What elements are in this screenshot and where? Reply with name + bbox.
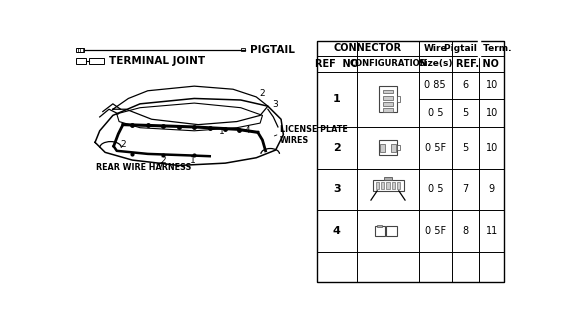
Text: 11: 11 <box>486 226 498 236</box>
Bar <box>384 177 392 180</box>
Bar <box>397 182 400 189</box>
Text: 3: 3 <box>333 184 341 194</box>
Bar <box>373 180 404 191</box>
Bar <box>383 96 393 100</box>
Text: 10: 10 <box>486 80 498 90</box>
Bar <box>383 90 393 93</box>
Bar <box>392 182 395 189</box>
Text: 4: 4 <box>333 226 341 236</box>
Text: Pigtail  Term.: Pigtail Term. <box>444 44 511 53</box>
Bar <box>241 48 246 52</box>
Text: 2: 2 <box>120 140 126 149</box>
Text: 8: 8 <box>463 226 469 236</box>
Bar <box>381 182 384 189</box>
Bar <box>397 145 400 150</box>
Bar <box>76 48 84 52</box>
Bar <box>89 58 105 64</box>
Text: 5: 5 <box>463 108 469 118</box>
Text: CONNECTOR: CONNECTOR <box>334 44 402 53</box>
Text: 9: 9 <box>489 184 495 194</box>
Text: 2: 2 <box>260 89 265 98</box>
Text: Wire: Wire <box>423 44 447 53</box>
Bar <box>383 108 393 112</box>
Bar <box>379 86 397 112</box>
Bar <box>387 226 397 236</box>
Text: REAR WIRE HARNESS: REAR WIRE HARNESS <box>96 163 192 172</box>
Text: 7: 7 <box>463 184 469 194</box>
Text: 3: 3 <box>273 100 279 109</box>
Text: 10: 10 <box>486 108 498 118</box>
Text: 2: 2 <box>333 143 341 153</box>
Text: 0 5: 0 5 <box>428 108 443 118</box>
Text: 0 5F: 0 5F <box>425 143 446 153</box>
Bar <box>375 182 379 189</box>
Text: 0 85: 0 85 <box>424 80 446 90</box>
Text: 0 5: 0 5 <box>428 184 443 194</box>
Text: TERMINAL JOINT: TERMINAL JOINT <box>109 56 205 66</box>
Text: 2: 2 <box>160 156 166 164</box>
Text: Size(s): Size(s) <box>418 59 452 68</box>
Bar <box>377 225 382 227</box>
Bar <box>387 182 389 189</box>
Text: CONFIGURATION: CONFIGURATION <box>349 59 427 68</box>
Text: 1: 1 <box>333 94 341 104</box>
Text: 0 5F: 0 5F <box>425 226 446 236</box>
Bar <box>379 140 397 156</box>
Bar <box>383 102 393 106</box>
Text: 6: 6 <box>463 80 469 90</box>
Bar <box>317 41 504 282</box>
Bar <box>391 143 396 152</box>
Text: REF. NO: REF. NO <box>456 59 500 69</box>
Text: 5: 5 <box>463 143 469 153</box>
Text: 4: 4 <box>244 126 250 135</box>
Text: LICENSE PLATE
WIRES: LICENSE PLATE WIRES <box>279 125 347 146</box>
Text: REF  NO: REF NO <box>315 59 359 69</box>
Bar <box>380 143 386 152</box>
Text: 10: 10 <box>486 143 498 153</box>
Text: 1: 1 <box>219 127 225 136</box>
Bar <box>375 226 385 236</box>
Bar <box>76 58 86 64</box>
Text: PIGTAIL: PIGTAIL <box>250 45 295 55</box>
Text: 1: 1 <box>190 156 196 165</box>
Bar <box>397 96 400 102</box>
